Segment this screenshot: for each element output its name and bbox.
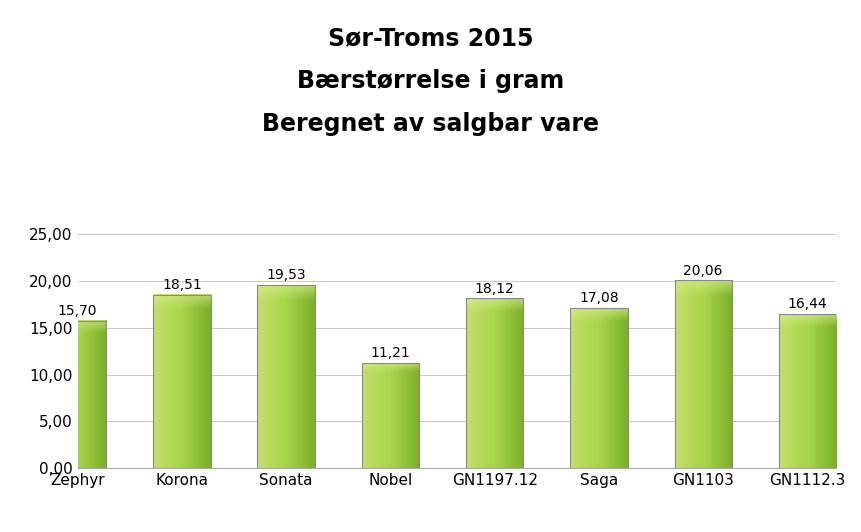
Text: 20,06: 20,06 xyxy=(683,263,722,278)
Bar xyxy=(674,280,731,468)
Text: 15,70: 15,70 xyxy=(58,304,97,318)
Bar xyxy=(49,321,106,468)
Bar xyxy=(466,298,523,468)
Text: 18,51: 18,51 xyxy=(162,278,201,292)
Text: 18,12: 18,12 xyxy=(474,281,514,296)
Bar xyxy=(153,295,210,468)
Text: Bærstørrelse i gram: Bærstørrelse i gram xyxy=(297,69,564,93)
Text: 17,08: 17,08 xyxy=(579,292,618,305)
Bar xyxy=(257,285,314,468)
Bar xyxy=(570,308,627,468)
Text: 19,53: 19,53 xyxy=(266,269,306,282)
Text: Sør-Troms 2015: Sør-Troms 2015 xyxy=(328,27,533,51)
Text: 16,44: 16,44 xyxy=(787,297,827,311)
Bar xyxy=(777,314,835,468)
Text: Beregnet av salgbar vare: Beregnet av salgbar vare xyxy=(263,112,598,136)
Bar xyxy=(362,363,418,468)
Text: 11,21: 11,21 xyxy=(370,346,410,360)
